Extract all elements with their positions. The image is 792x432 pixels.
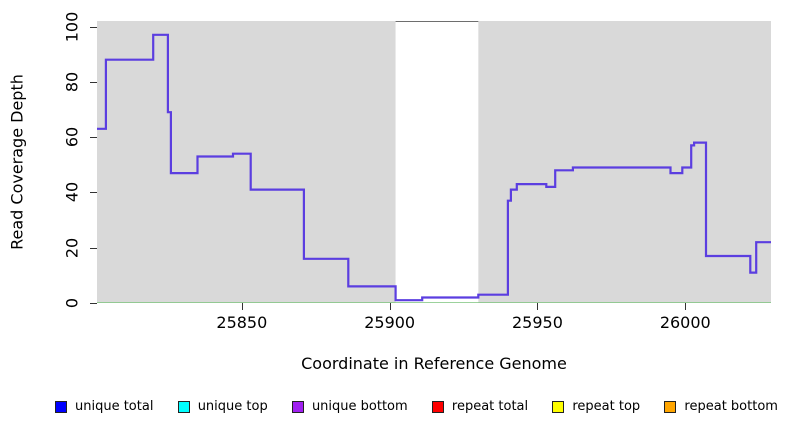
y-tick-label: 60 <box>62 126 82 148</box>
y-tick-label: 0 <box>62 297 82 309</box>
y-tick-label: 80 <box>62 71 82 92</box>
legend-label: repeat top <box>572 399 641 414</box>
legend-item: unique top <box>177 399 268 414</box>
x-tick-label: 25900 <box>364 313 416 332</box>
x-tick <box>389 303 391 310</box>
y-tick <box>90 26 97 28</box>
legend-swatch <box>177 400 190 413</box>
legend-item: repeat bottom <box>664 399 778 414</box>
legend-swatch <box>552 400 565 413</box>
y-tick-label: 40 <box>62 182 82 203</box>
y-axis-title: Read Coverage Depth <box>7 74 27 250</box>
legend-item: unique total <box>55 399 153 414</box>
x-tick <box>685 303 687 310</box>
legend-swatch <box>431 400 444 413</box>
x-tick-label: 25850 <box>216 313 268 332</box>
y-tick-label: 20 <box>62 237 82 258</box>
gap-region <box>395 21 479 303</box>
y-tick <box>90 303 97 304</box>
legend-swatch <box>291 400 304 413</box>
legend-label: repeat total <box>451 399 529 414</box>
legend-swatch <box>664 400 677 413</box>
x-tick-label: 25950 <box>512 313 563 332</box>
y-tick <box>90 192 97 194</box>
legend: unique total unique top unique bottom repea… <box>55 399 778 414</box>
legend-swatch <box>55 400 67 413</box>
legend-label: repeat bottom <box>684 399 778 414</box>
plot-canvas <box>97 21 771 303</box>
x-tick-label: 26000 <box>659 313 711 332</box>
y-tick <box>90 137 97 139</box>
x-tick <box>537 303 539 310</box>
legend-label: unique top <box>197 399 268 414</box>
legend-label: unique total <box>75 399 154 414</box>
legend-item: repeat total <box>431 399 529 414</box>
x-tick <box>241 303 243 310</box>
y-tick <box>90 81 97 83</box>
plot-area <box>97 21 771 303</box>
x-axis-title: Coordinate in Reference Genome <box>301 354 567 373</box>
coverage-line <box>97 33 771 302</box>
y-tick <box>90 247 97 249</box>
legend-label: unique bottom <box>311 399 408 414</box>
y-tick-label: 100 <box>62 11 82 42</box>
legend-item: unique bottom <box>291 399 408 414</box>
legend-item: repeat top <box>552 399 640 414</box>
